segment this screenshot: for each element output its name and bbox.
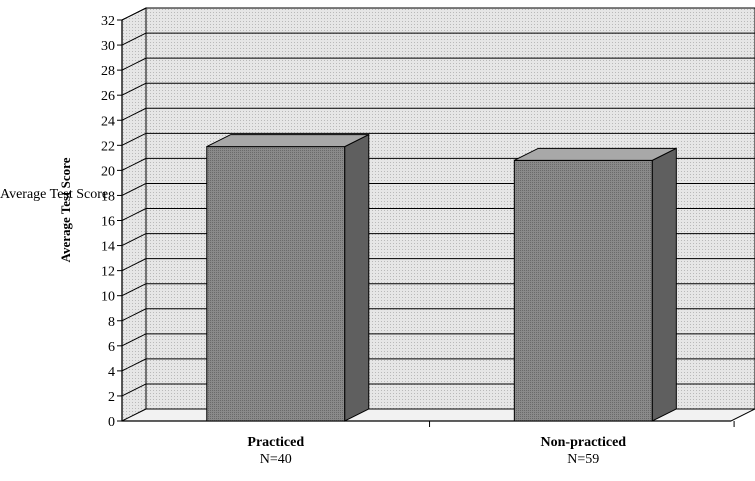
gridline-side <box>121 333 147 347</box>
bar-practiced <box>206 133 370 422</box>
gridline-side <box>121 208 147 221</box>
gridline-side <box>121 157 147 171</box>
y-tick-label: 16 <box>101 215 115 230</box>
gridline-side <box>121 107 147 121</box>
category-sample-size: N=59 <box>567 452 600 467</box>
bar-top <box>206 134 369 148</box>
gridline-side <box>121 32 147 46</box>
y-tick-label: 8 <box>108 315 115 330</box>
y-axis-label-duplicate: Average Test Score <box>0 187 109 202</box>
bar-non-practiced <box>513 147 677 422</box>
y-tick-label: 32 <box>101 14 115 29</box>
gridline-side <box>121 233 147 247</box>
y-tick-label: 22 <box>101 139 115 154</box>
gridline-side <box>121 82 147 96</box>
y-axis-label: Average Test Score <box>58 157 73 263</box>
y-tick-label: 10 <box>101 290 115 305</box>
category-name: Practiced <box>247 435 305 450</box>
y-tick-label: 4 <box>108 365 115 380</box>
gridline-side <box>121 258 147 272</box>
gridline-side <box>121 308 147 322</box>
bar-front <box>513 159 653 422</box>
y-tick-label: 12 <box>101 265 115 280</box>
category-sample-size: N=40 <box>259 452 292 467</box>
y-tick-label: 24 <box>101 114 115 129</box>
y-tick-label: 20 <box>101 164 115 179</box>
y-tick-label: 6 <box>108 340 115 355</box>
y-tick-label: 14 <box>101 240 115 255</box>
bar-top <box>514 147 677 161</box>
bars <box>206 133 677 422</box>
gridline-side <box>121 7 147 21</box>
gridline-side <box>121 358 147 372</box>
gridline-side <box>121 383 147 397</box>
y-tick-label: 28 <box>101 64 115 79</box>
gridline-side <box>121 57 147 71</box>
category-label-practiced: Practiced N=40 <box>247 434 304 468</box>
y-tick-label: 18 <box>101 189 115 204</box>
bar-side <box>344 133 370 422</box>
y-tick-label: 0 <box>108 415 115 430</box>
y-tick-label: 30 <box>101 39 115 54</box>
bar-side <box>651 147 677 422</box>
bar-front <box>206 146 346 422</box>
category-label-non-practiced: Non-practiced N=59 <box>541 434 627 468</box>
category-name: Non-practiced <box>540 435 627 450</box>
gridline-side <box>121 132 147 146</box>
gridline-side <box>121 182 147 196</box>
y-tick-label: 2 <box>108 390 115 405</box>
y-tick-label: 26 <box>101 89 115 104</box>
gridline-side <box>121 283 147 297</box>
